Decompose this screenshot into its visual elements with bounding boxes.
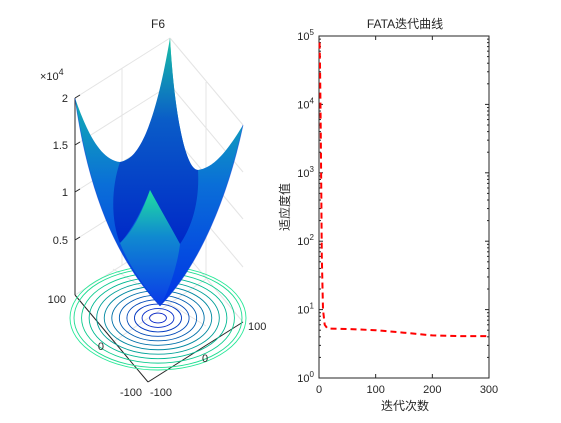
x-tick-label: 100	[48, 294, 66, 306]
x-tick-label: 0	[316, 384, 322, 396]
y-tick-label: 100	[248, 321, 266, 333]
convergence-series-line	[318, 42, 489, 338]
surface-title: F6	[151, 17, 165, 31]
x-tick-label: 200	[423, 384, 441, 396]
convergence-y-tick-labels: 100 101 102 103 104 105	[297, 28, 314, 385]
y-tick-label: 104	[297, 96, 314, 111]
y-tick-label: 0	[202, 353, 208, 365]
x-tick-label: 100	[366, 384, 384, 396]
z-exponent-label: ×104	[40, 67, 64, 83]
convergence-x-tick-marks	[318, 36, 490, 378]
convergence-title: FATA迭代曲线	[367, 17, 443, 31]
convergence-y-axis-label: 适应度值	[277, 183, 292, 231]
surface-y-ticks: -100 0 100	[150, 321, 266, 399]
y-tick-label: 100	[297, 370, 314, 385]
convergence-x-axis-label: 迭代次数	[381, 398, 429, 413]
surface-x-ticks: 100 0 -100	[48, 294, 142, 399]
convergence-plot: FATA迭代曲线 100 101 102 103 104 105 0 100 2…	[276, 0, 561, 423]
contour-ring	[141, 308, 175, 328]
surface-x-axis-line	[74, 294, 149, 383]
y-tick-label: -100	[150, 387, 172, 399]
x-tick-label: 0	[98, 341, 104, 353]
convergence-axes-box	[318, 35, 490, 379]
surface-z-ticks: 0.5 1 1.5 2 ×104	[40, 67, 81, 247]
z-tick-label: 1.5	[53, 140, 68, 152]
z-tick-label: 0.5	[53, 235, 68, 247]
x-tick-label: 300	[480, 384, 498, 396]
z-tick-label: 1	[62, 187, 68, 199]
surface-plot: F6	[0, 0, 276, 423]
convergence-x-tick-labels: 0 100 200 300	[316, 384, 498, 396]
y-tick-label: 102	[297, 233, 314, 248]
y-tick-label: 101	[297, 302, 314, 317]
y-tick-label: 105	[297, 28, 314, 43]
z-tick-label: 2	[62, 93, 68, 105]
x-tick-label: -100	[120, 387, 142, 399]
y-tick-label: 103	[297, 165, 314, 180]
surface-mesh	[74, 38, 244, 307]
contour-ring	[149, 312, 167, 324]
